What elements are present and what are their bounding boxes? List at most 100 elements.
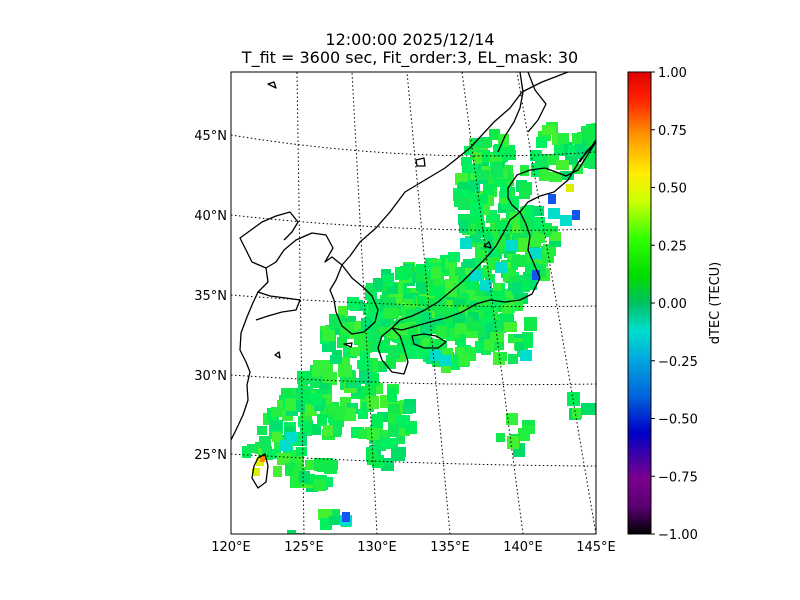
dtec-cell [508,354,518,364]
dtec-cell [467,321,481,331]
dtec-cell [305,460,315,470]
dtec-cell [338,365,352,377]
dtec-cell [494,339,504,350]
dtec-cell [280,440,292,451]
dtec-cell [525,205,534,217]
dtec-cell [330,355,342,364]
dtec-cell [333,322,343,335]
sakhalin-coastline [497,72,524,153]
colorbar: 1.00 0.75 0.50 0.25 0.00 −0.25 −0.50 −0.75 −1.00… [627,66,723,543]
dtec-cell [548,194,556,204]
dtec-cell [322,370,333,383]
dtec-cell [525,263,538,274]
dtec-cell [277,453,290,465]
dtec-cell [491,167,503,178]
map-frame [230,71,597,535]
mainland-coastline [231,72,596,441]
dtec-cell [566,184,574,192]
lat-35-gridline [231,294,596,308]
dtec-cell [466,327,478,338]
dtec-cell [270,421,282,430]
dtec-cell [342,512,350,522]
dtec-cell [350,347,360,356]
dtec-cell [331,425,341,437]
dtec-cell [581,403,593,415]
dtec-cell [552,133,562,145]
dtec-cell [476,327,487,337]
dtec-cell [358,429,371,439]
dtec-cell [299,471,310,483]
dtec-cell [514,293,528,304]
dtec-cell [512,255,526,267]
dtec-cell [360,371,371,384]
dtec-cell [340,397,351,408]
dtec-cell [408,326,418,339]
dtec-cell [519,189,529,199]
dtec-cell [472,138,485,147]
dtec-cell [480,227,491,238]
dtec-cell [317,414,327,426]
dtec-cell [530,150,542,160]
lon-label-140: 140°E [503,540,543,555]
dtec-cell [262,446,272,456]
dtec-cell [347,297,359,310]
lon-125-gridline [296,72,305,534]
lon-label-145: 145°E [576,540,616,555]
dtec-cell [461,157,472,166]
dtec-cell [469,180,480,193]
small-island-1 [267,81,277,89]
dtec-cell [508,196,519,209]
map-title-time: 12:00:00 2025/12/14 [325,30,495,49]
dtec-cell [554,145,564,156]
dtec-cell [538,131,551,141]
dtec-cell [430,350,442,361]
lat-label-30: 30°N [194,369,227,384]
lat-label-40: 40°N [194,209,227,224]
dtec-cell [444,300,455,312]
dtec-cell [462,224,476,235]
dtec-cell [531,163,541,177]
dtec-cell [519,183,532,194]
dtec-cell [325,325,337,334]
dtec-cell [415,335,424,347]
lat-label-25: 25°N [194,448,227,463]
dtec-cell [586,137,596,148]
dtec-cell [505,289,518,298]
dtec-cell [487,175,496,188]
sakhalin-east-coastline [527,72,547,133]
dtec-cell [395,305,405,316]
dtec-cell [323,425,333,436]
dtec-cell [395,267,409,280]
dtec-cell [404,299,413,310]
dtec-cell [483,265,492,276]
dtec-cell [478,249,488,263]
dtec-cell [329,460,338,470]
dtec-cell [558,133,569,144]
lon-label-125: 125°E [284,540,324,555]
dtec-cell [567,392,580,406]
lat-30-gridline [231,374,596,386]
dtec-cell [576,150,587,159]
dtec-cell [460,238,472,249]
dtec-cell [274,437,284,449]
dtec-cell [453,283,466,294]
dtec-cell [470,215,484,226]
dtec-cell [575,141,587,151]
colorbar-tick-label: −0.75 [658,470,698,485]
honshu-coastline [391,211,541,331]
dtec-cell [424,299,436,311]
dtec-cell [242,446,251,458]
dtec-cell [445,279,458,288]
dtec-cell [483,184,494,195]
dtec-cell [523,335,533,348]
dtec-cell [318,509,332,520]
colorbar-label: dTEC (TECU) [708,262,723,345]
dtec-cell [312,424,321,435]
dtec-cell [351,427,364,438]
dtec-cell [572,133,582,144]
dtec-cell [329,516,341,525]
dtec-cell [475,195,488,205]
dtec-cell [572,164,583,174]
dtec-cell [532,270,540,280]
dtec-cell [466,164,478,173]
